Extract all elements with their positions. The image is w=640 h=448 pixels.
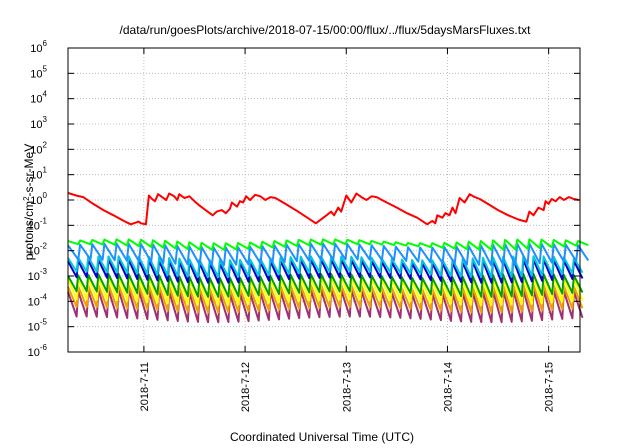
series-line-6 [67, 273, 584, 298]
y-tick-label: 101 [30, 166, 47, 182]
y-axis-label: protons/cm2-s-sr-MeV [22, 144, 36, 260]
x-tick-label: 2018-7-13 [341, 362, 353, 412]
series-line-9 [67, 289, 584, 324]
series-line-1 [67, 191, 580, 226]
series-line-5 [67, 258, 584, 284]
chart-title: /data/run/goesPlots/archive/2018-07-15/0… [120, 23, 532, 37]
series-line-7 [67, 276, 584, 306]
y-tick-label: 10-3 [28, 267, 48, 283]
x-axis-label: Coordinated Universal Time (UTC) [230, 430, 414, 444]
y-tick-label: 106 [30, 39, 47, 55]
y-tick-label: 10-2 [28, 242, 48, 258]
y-tick-label: 102 [30, 140, 47, 156]
y-tick-label: 103 [30, 115, 47, 131]
x-tick-label: 2018-7-11 [139, 362, 151, 411]
y-tick-label: 10-6 [28, 343, 48, 359]
series-line-4 [67, 255, 584, 279]
y-tick-label: 105 [30, 64, 47, 80]
series-line-8 [67, 283, 584, 314]
series-line-2 [67, 238, 589, 251]
x-axis-ticks: 2018-7-11 2018-7-12 2018-7-13 2018-7-14 2018… [139, 48, 556, 412]
series-line-3 [67, 242, 590, 267]
x-tick-label: 2018-7-15 [544, 362, 556, 412]
x-tick-label: 2018-7-14 [442, 362, 454, 412]
series-layer [67, 191, 590, 324]
y-tick-label: 100 [30, 191, 47, 207]
y-tick-label: 10-4 [28, 292, 48, 308]
y-tick-label: 104 [30, 90, 47, 106]
grid [68, 48, 580, 352]
y-tick-label: 10-5 [28, 318, 48, 334]
y-tick-label: 10-1 [28, 216, 48, 232]
y-axis-ticks: 10-6 10-5 10-4 10-3 10-2 10-1 100 101 102 103 104 1… [28, 39, 580, 359]
x-tick-label: 2018-7-12 [240, 362, 252, 412]
